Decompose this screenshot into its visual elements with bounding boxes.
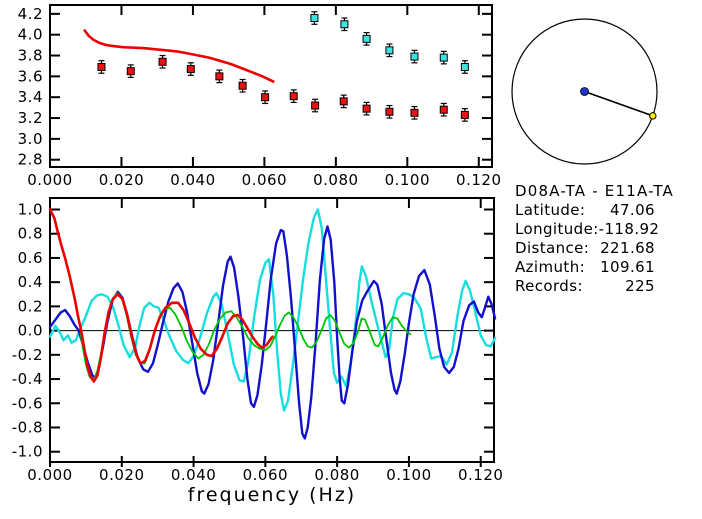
x-tick-label: 0.000 bbox=[27, 466, 72, 484]
data-square bbox=[362, 104, 371, 113]
y-tick-label: 0.6 bbox=[18, 249, 43, 267]
y-tick-label: -0.2 bbox=[12, 346, 43, 364]
info-label: Latitude: bbox=[515, 201, 586, 219]
data-square bbox=[340, 20, 349, 29]
cross-spectrum-cyan-curve bbox=[48, 208, 497, 412]
info-label: Records: bbox=[515, 277, 583, 295]
y-tick-label: -0.6 bbox=[12, 394, 43, 412]
info-row-longitude: Longitude: -118.92 bbox=[515, 220, 659, 239]
info-row-distance: Distance: 221.68 bbox=[515, 239, 655, 258]
y-tick-label: 2.8 bbox=[18, 151, 43, 169]
azimuth-diagram bbox=[511, 18, 658, 165]
data-square bbox=[385, 46, 394, 55]
x-tick-label: 0.120 bbox=[458, 466, 503, 484]
x-tick-label: 0.100 bbox=[386, 466, 431, 484]
data-square bbox=[311, 101, 320, 110]
y-tick-label: 3.0 bbox=[18, 130, 43, 148]
data-square bbox=[385, 107, 394, 116]
x-tick-label: 0.100 bbox=[385, 171, 430, 189]
x-tick-label: 0.080 bbox=[313, 171, 358, 189]
plot-frame bbox=[49, 197, 495, 463]
y-tick-label: 1.0 bbox=[18, 201, 43, 219]
bottom-correlation-plot: 0.000 0.020 0.040 0.060 0.080 0.100 0.120 -1.0 -… bbox=[12, 197, 503, 484]
y-tick-label: 3.6 bbox=[18, 67, 43, 85]
azimuth-line bbox=[584, 90, 654, 117]
info-label: Distance: bbox=[515, 239, 590, 257]
x-tick-label: 0.020 bbox=[99, 171, 144, 189]
y-tick-label: 4.0 bbox=[18, 26, 43, 44]
model-dispersion-curve bbox=[83, 29, 275, 83]
y-tick-label: 3.4 bbox=[18, 88, 43, 106]
data-square bbox=[97, 62, 106, 71]
y-tick-label: 0.4 bbox=[18, 273, 43, 291]
station-info-panel: D08A-TA - E11A-TA Latitude: 47.06 Longit… bbox=[515, 182, 675, 296]
y-tick-label: 0.8 bbox=[18, 225, 43, 243]
info-value: -118.92 bbox=[598, 220, 660, 238]
data-square bbox=[410, 52, 419, 61]
data-square bbox=[410, 108, 419, 117]
data-square bbox=[310, 14, 319, 23]
data-square bbox=[362, 34, 371, 43]
station-pair-title: D08A-TA - E11A-TA bbox=[515, 182, 675, 200]
data-square bbox=[289, 92, 298, 101]
y-tick-label: -0.4 bbox=[12, 370, 43, 388]
data-square bbox=[158, 57, 167, 66]
station-azimuth-dot bbox=[649, 112, 657, 120]
info-row-records: Records: 225 bbox=[515, 277, 655, 296]
x-tick-label: 0.000 bbox=[27, 171, 72, 189]
data-square bbox=[339, 97, 348, 106]
measured-velocity-red-squares bbox=[97, 54, 469, 122]
data-square bbox=[186, 65, 195, 74]
info-label: Azimuth: bbox=[515, 258, 586, 276]
plot-frame bbox=[49, 4, 493, 168]
data-square bbox=[126, 67, 135, 76]
data-square bbox=[460, 110, 469, 119]
top-dispersion-plot: 0.000 0.020 0.040 0.060 0.080 0.100 0.120 2.8 3.… bbox=[18, 4, 501, 189]
x-tick-label: 0.060 bbox=[243, 466, 288, 484]
y-tick-label: 0.0 bbox=[18, 322, 43, 340]
data-square bbox=[439, 105, 448, 114]
y-tick-label: -1.0 bbox=[12, 443, 43, 461]
x-tick-label: 0.080 bbox=[314, 466, 359, 484]
x-axis-title: frequency (Hz) bbox=[187, 484, 357, 506]
data-square bbox=[261, 93, 270, 102]
measured-velocity-cyan-squares bbox=[310, 11, 469, 74]
info-value: 47.06 bbox=[610, 201, 655, 219]
y-tick-label: 0.2 bbox=[18, 297, 43, 315]
info-value: 109.61 bbox=[600, 258, 655, 276]
info-value: 225 bbox=[625, 277, 655, 295]
cross-spectrum-blue-curve bbox=[48, 225, 497, 440]
data-square bbox=[238, 81, 247, 90]
x-tick-label: 0.020 bbox=[99, 466, 144, 484]
info-row-azimuth: Azimuth: 109.61 bbox=[515, 258, 655, 277]
data-square bbox=[215, 72, 224, 81]
x-tick-label: 0.040 bbox=[171, 466, 216, 484]
station-center-dot bbox=[580, 87, 589, 96]
y-tick-label: 3.2 bbox=[18, 109, 43, 127]
cross-spectrum-red-curve bbox=[48, 208, 274, 383]
y-tick-label: -0.8 bbox=[12, 418, 43, 436]
info-label: Longitude: bbox=[515, 220, 599, 238]
x-tick-label: 0.040 bbox=[170, 171, 215, 189]
info-row-latitude: Latitude: 47.06 bbox=[515, 201, 655, 220]
y-tick-label: 3.8 bbox=[18, 47, 43, 65]
y-tick-label: 4.2 bbox=[18, 5, 43, 23]
x-tick-label: 0.120 bbox=[456, 171, 501, 189]
x-tick-label: 0.060 bbox=[242, 171, 287, 189]
data-square bbox=[460, 62, 469, 71]
info-value: 221.68 bbox=[600, 239, 655, 257]
data-square bbox=[439, 53, 448, 62]
